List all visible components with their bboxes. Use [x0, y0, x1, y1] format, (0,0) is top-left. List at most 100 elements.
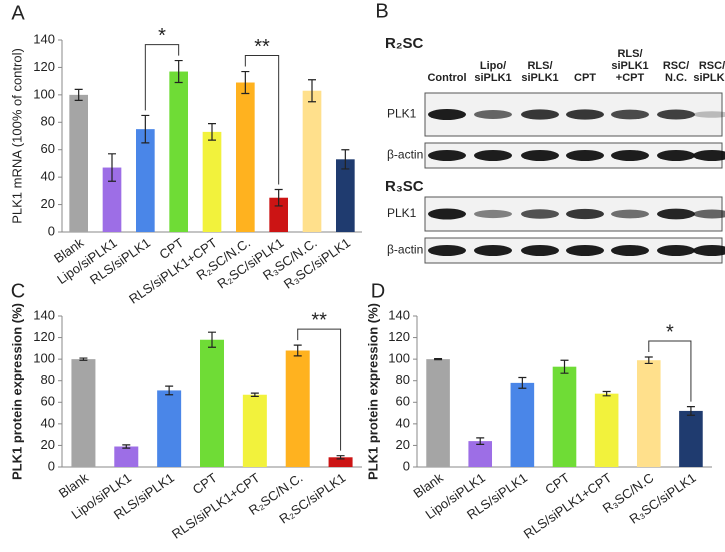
y-tick-label: 40 — [396, 415, 410, 430]
y-tick-label: 120 — [388, 329, 410, 344]
bar — [510, 382, 535, 467]
blot-band — [566, 150, 604, 161]
blot-band — [693, 209, 725, 219]
significance-bracket — [297, 328, 342, 451]
blot-band — [566, 245, 604, 256]
column-label: CPT — [574, 72, 596, 84]
y-tick-label: 0 — [403, 458, 410, 473]
error-bar — [518, 376, 527, 389]
significance-label: * — [158, 25, 166, 47]
significance-bracket — [244, 55, 280, 185]
column-label: N.C. — [665, 72, 687, 84]
blot-band — [657, 245, 695, 256]
error-bar — [74, 88, 83, 101]
row-label: β-actin — [387, 148, 423, 162]
error-bar — [644, 356, 653, 365]
error-bar — [79, 357, 88, 361]
panel-label: B — [375, 0, 388, 22]
blot-band — [428, 109, 466, 120]
row-label: β-actin — [387, 243, 423, 257]
significance-label: ** — [254, 36, 270, 58]
column-label: RLS/ — [617, 48, 642, 60]
panel-label: C — [11, 280, 25, 302]
bar — [468, 441, 493, 467]
blot-band — [693, 245, 725, 256]
blot-band — [611, 245, 649, 256]
column-label: siPLK1 — [474, 72, 511, 84]
error-bar — [208, 123, 216, 141]
error-bar — [208, 331, 216, 348]
column-label: Lipo/ — [480, 60, 506, 72]
column-label: RSC/ — [699, 60, 725, 72]
row-label: PLK1 — [387, 206, 417, 220]
error-bar — [686, 406, 695, 416]
blot-band — [474, 209, 512, 219]
bar — [285, 350, 310, 467]
bar — [202, 131, 222, 232]
bar — [636, 360, 661, 467]
column-label: Control — [427, 72, 466, 84]
column-label: +CPT — [616, 72, 645, 84]
error-bar — [560, 359, 569, 374]
bar — [236, 82, 255, 232]
significance-bracket — [144, 44, 180, 111]
y-axis-title: PLK1 mRNA (100% of control) — [9, 48, 24, 224]
bar — [679, 410, 703, 467]
x-tick-label: CPT — [190, 470, 220, 497]
bar — [136, 129, 155, 232]
y-axis-title: PLK1 protein expression (%) — [9, 303, 24, 480]
error-bar — [476, 437, 485, 445]
error-bar — [274, 188, 283, 207]
y-tick-label: 140 — [33, 31, 55, 46]
error-bar — [336, 455, 345, 460]
y-tick-label: 60 — [41, 141, 55, 156]
blot-band — [611, 209, 649, 219]
blot-band — [693, 111, 725, 118]
bar — [336, 159, 355, 232]
bar — [302, 90, 322, 232]
error-bar — [308, 79, 316, 103]
column-label: siPLK1 — [521, 72, 558, 84]
bar — [242, 394, 267, 467]
y-tick-label: 140 — [33, 307, 55, 322]
y-tick-label: 80 — [41, 372, 55, 387]
y-tick-label: 40 — [41, 415, 55, 430]
blot-band — [657, 208, 695, 220]
x-tick-label: CPT — [542, 470, 572, 497]
error-bar — [141, 114, 150, 144]
y-tick-label: 80 — [396, 372, 410, 387]
error-bar — [250, 392, 259, 397]
y-tick-label: 100 — [33, 86, 55, 101]
y-tick-label: 100 — [33, 351, 55, 366]
bar — [552, 366, 577, 467]
significance-label: * — [666, 321, 674, 343]
bar — [102, 167, 122, 232]
group-title: R₃SC — [385, 178, 424, 195]
panel-label: D — [371, 280, 385, 302]
blot-band — [611, 109, 649, 120]
y-tick-label: 20 — [41, 437, 55, 452]
blot-band — [428, 150, 466, 161]
column-label: RSC/ — [663, 60, 689, 72]
bar — [157, 390, 182, 467]
blot-band — [566, 109, 604, 120]
bar — [269, 197, 288, 232]
y-tick-label: 20 — [41, 196, 55, 211]
error-bar — [434, 358, 443, 361]
y-tick-label: 100 — [388, 351, 410, 366]
error-bar — [108, 153, 116, 182]
blot-band — [521, 245, 559, 256]
bar — [114, 446, 139, 467]
blot-band — [474, 150, 512, 161]
blot-band — [693, 150, 725, 161]
bar — [328, 457, 353, 467]
bar — [69, 94, 88, 232]
error-bar — [174, 59, 183, 84]
bar — [200, 339, 224, 467]
blot-band — [657, 109, 695, 120]
bar — [594, 393, 619, 467]
blot-band — [521, 150, 559, 161]
error-bar — [602, 390, 611, 397]
significance-bracket — [648, 340, 692, 402]
